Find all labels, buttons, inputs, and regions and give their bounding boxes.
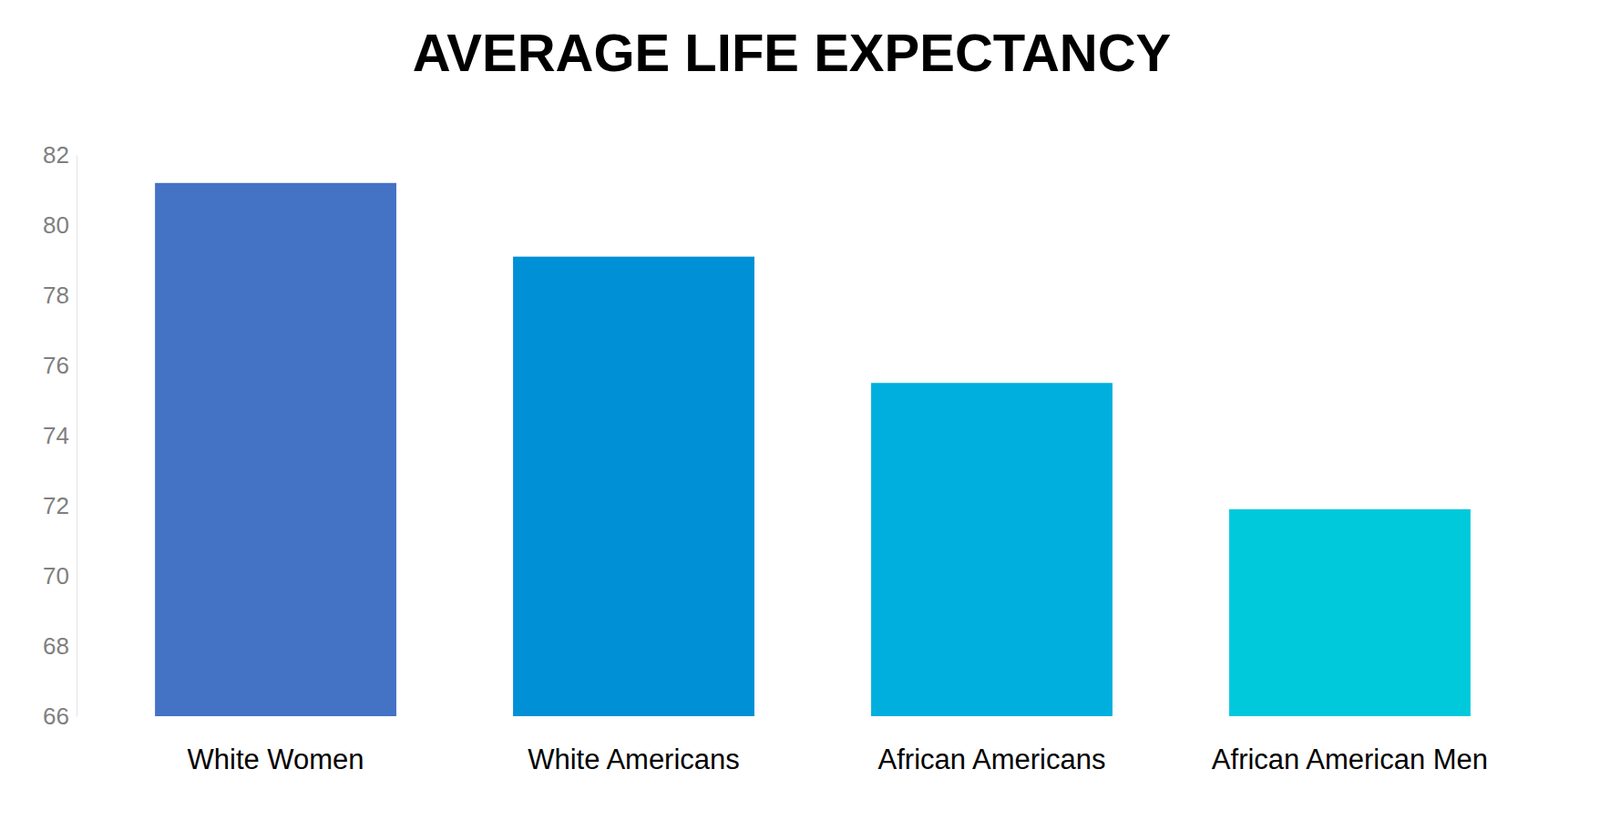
- x-tick: White Women: [186, 716, 364, 776]
- y-tick-label: 72: [42, 492, 70, 520]
- chart-svg: AVERAGE LIFE EXPECTANCY 66 68 70 72 74 76 78 80 8…: [0, 0, 1600, 831]
- bar: [871, 382, 1113, 717]
- y-tick: 82: [42, 141, 77, 169]
- y-axis: 66 68 70 72 74 76 78 80 82: [42, 141, 77, 730]
- x-tick-label: White Women: [186, 743, 364, 776]
- y-axis-line: [76, 155, 78, 718]
- x-tick: White Americans: [527, 716, 740, 776]
- y-tick: 70: [42, 562, 77, 590]
- y-tick-label: 76: [42, 351, 70, 380]
- x-tick: African American Men: [1211, 716, 1488, 776]
- y-tick: 74: [42, 421, 77, 450]
- x-tick-label: African American Men: [1211, 743, 1488, 776]
- x-tick-label: White Americans: [527, 743, 740, 776]
- y-tick: 78: [42, 281, 77, 309]
- chart-container: AVERAGE LIFE EXPECTANCY 66 68 70 72 74 76 78 80 8…: [0, 0, 1600, 831]
- x-axis: White Women White Americans African Americ…: [186, 716, 1488, 776]
- y-tick: 80: [42, 211, 77, 239]
- x-tick: African Americans: [878, 716, 1107, 776]
- y-tick-label: 80: [42, 211, 70, 239]
- y-tick-label: 74: [42, 421, 70, 450]
- y-tick: 68: [42, 632, 77, 660]
- y-tick: 66: [42, 702, 77, 730]
- bar: [1229, 509, 1471, 717]
- bars: [154, 183, 1471, 717]
- y-tick-label: 78: [42, 281, 70, 309]
- bar: [512, 256, 755, 717]
- x-tick-label: African Americans: [878, 743, 1107, 776]
- y-tick: 72: [42, 492, 77, 520]
- y-tick: 76: [42, 351, 77, 380]
- bar: [154, 183, 397, 717]
- y-tick-label: 68: [42, 632, 70, 660]
- y-tick-label: 66: [42, 702, 70, 730]
- chart-title: AVERAGE LIFE EXPECTANCY: [412, 22, 1172, 83]
- y-tick-label: 70: [42, 562, 70, 590]
- y-tick-label: 82: [42, 141, 70, 169]
